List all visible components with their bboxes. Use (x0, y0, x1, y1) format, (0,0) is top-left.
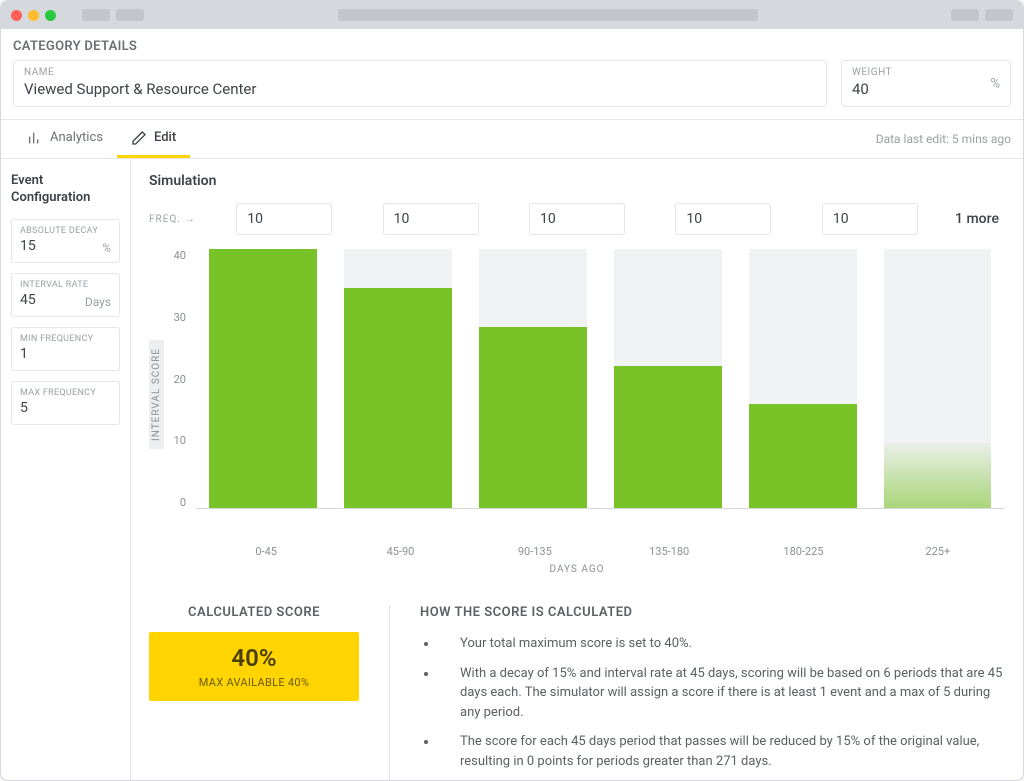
tab-edit-label: Edit (154, 130, 176, 145)
x-axis-labels: 0-4545-9090-135135-180180-225225+ (199, 539, 1005, 558)
close-window-icon[interactable] (11, 10, 22, 21)
max-frequency-label: MAX FREQUENCY (20, 388, 111, 398)
x-tick: 45-90 (333, 539, 467, 558)
app-window: CATEGORY DETAILS NAME Viewed Support & R… (0, 0, 1024, 781)
score-box: 40% MAX AVAILABLE 40% (149, 632, 359, 701)
frequency-input-3[interactable]: 10 (675, 203, 771, 235)
frequency-input-4[interactable]: 10 (822, 203, 918, 235)
tab-edit[interactable]: Edit (117, 120, 190, 158)
minimize-window-icon[interactable] (28, 10, 39, 21)
bar-col-3 (600, 249, 735, 508)
how-bullet: With a decay of 15% and interval rate at… (438, 664, 1005, 723)
how-heading: HOW THE SCORE IS CALCULATED (420, 605, 1005, 620)
titlebar-left-placeholder (82, 9, 144, 21)
more-periods-text: 1 more (949, 211, 1005, 227)
bar-col-1 (331, 249, 466, 508)
interval-rate-field[interactable]: INTERVAL RATE 45 Days (11, 273, 120, 317)
y-tick: 10 (168, 434, 186, 447)
page-title: CATEGORY DETAILS (1, 29, 1023, 60)
bar-col-2 (466, 249, 601, 508)
frequency-label: FREQ. → (149, 214, 205, 225)
weight-field[interactable]: WEIGHT 40 % (841, 60, 1011, 107)
frequency-row: FREQ. → 10 10 10 10 10 1 more (149, 203, 1005, 235)
min-frequency-value: 1 (20, 346, 111, 362)
bar-135-180 (614, 366, 722, 508)
weight-field-value: 40 (852, 80, 1000, 98)
absolute-decay-field[interactable]: ABSOLUTE DECAY 15 % (11, 219, 120, 263)
titlebar-right-placeholder (951, 9, 1013, 21)
bar-0-45 (209, 249, 317, 508)
interval-rate-unit: Days (85, 295, 111, 309)
address-bar-placeholder (338, 9, 758, 21)
name-field-value: Viewed Support & Resource Center (24, 80, 816, 98)
interval-rate-label: INTERVAL RATE (20, 280, 111, 290)
min-frequency-label: MIN FREQUENCY (20, 334, 111, 344)
weight-field-unit: % (990, 76, 1000, 91)
bar-225+ (884, 443, 992, 508)
window-titlebar (1, 1, 1023, 29)
detail-fields: NAME Viewed Support & Resource Center WE… (1, 60, 1023, 119)
x-tick: 0-45 (199, 539, 333, 558)
x-axis-label: DAYS AGO (149, 564, 1005, 575)
arrow-right-icon: → (185, 214, 196, 225)
bar-col-0 (196, 249, 331, 508)
name-field-label: NAME (24, 67, 816, 78)
chart-plot-area (196, 249, 1005, 509)
min-frequency-field[interactable]: MIN FREQUENCY 1 (11, 327, 120, 371)
tab-analytics-label: Analytics (50, 130, 103, 145)
score-percent: 40% (157, 644, 351, 672)
sidebar-title: Event Configuration (11, 173, 120, 207)
bottom-section: CALCULATED SCORE 40% MAX AVAILABLE 40% H… (149, 605, 1005, 780)
absolute-decay-label: ABSOLUTE DECAY (20, 226, 111, 236)
y-tick: 0 (168, 496, 186, 509)
frequency-input-2[interactable]: 10 (529, 203, 625, 235)
how-calculated-block: HOW THE SCORE IS CALCULATED Your total m… (389, 605, 1005, 780)
content-area: Event Configuration ABSOLUTE DECAY 15 % … (1, 159, 1023, 780)
main-panel: Simulation FREQ. → 10 10 10 10 10 1 more INT… (131, 159, 1023, 780)
y-axis-label: INTERVAL SCORE (149, 340, 164, 449)
how-bullet-list: Your total maximum score is set to 40%. W… (420, 634, 1005, 780)
bar-180-225 (749, 404, 857, 508)
tab-analytics[interactable]: Analytics (13, 120, 117, 158)
y-tick: 20 (168, 373, 186, 386)
absolute-decay-unit: % (102, 241, 111, 255)
absolute-decay-value: 15 (20, 238, 111, 254)
frequency-input-1[interactable]: 10 (383, 203, 479, 235)
max-frequency-field[interactable]: MAX FREQUENCY 5 (11, 381, 120, 425)
how-bullet: Your total maximum score is set to 40%. (438, 634, 1005, 654)
bar-45-90 (344, 288, 452, 508)
bar-col-4 (735, 249, 870, 508)
x-tick: 135-180 (602, 539, 736, 558)
x-tick: 180-225 (736, 539, 870, 558)
analytics-icon (27, 130, 43, 146)
name-field[interactable]: NAME Viewed Support & Resource Center (13, 60, 827, 107)
bar-90-135 (479, 327, 587, 508)
last-edit-text: Data last edit: 5 mins ago (876, 132, 1011, 146)
interval-score-chart: INTERVAL SCORE 40 30 20 10 0 (149, 249, 1005, 539)
y-tick: 30 (168, 311, 186, 324)
config-sidebar: Event Configuration ABSOLUTE DECAY 15 % … (1, 159, 131, 780)
score-max: MAX AVAILABLE 40% (157, 676, 351, 689)
simulation-title: Simulation (149, 173, 1005, 189)
score-heading: CALCULATED SCORE (149, 605, 359, 620)
edit-icon (131, 130, 147, 146)
x-tick: 225+ (871, 539, 1005, 558)
max-frequency-value: 5 (20, 400, 111, 416)
tab-bar: Analytics Edit Data last edit: 5 mins ag… (1, 119, 1023, 159)
frequency-input-0[interactable]: 10 (236, 203, 332, 235)
bar-col-5 (870, 249, 1005, 508)
weight-field-label: WEIGHT (852, 67, 1000, 78)
how-bullet: The score for each 45 days period that p… (438, 732, 1005, 771)
calculated-score-block: CALCULATED SCORE 40% MAX AVAILABLE 40% (149, 605, 359, 780)
y-tick: 40 (168, 249, 186, 262)
y-axis-ticks: 40 30 20 10 0 (168, 249, 196, 509)
x-tick: 90-135 (468, 539, 602, 558)
maximize-window-icon[interactable] (45, 10, 56, 21)
